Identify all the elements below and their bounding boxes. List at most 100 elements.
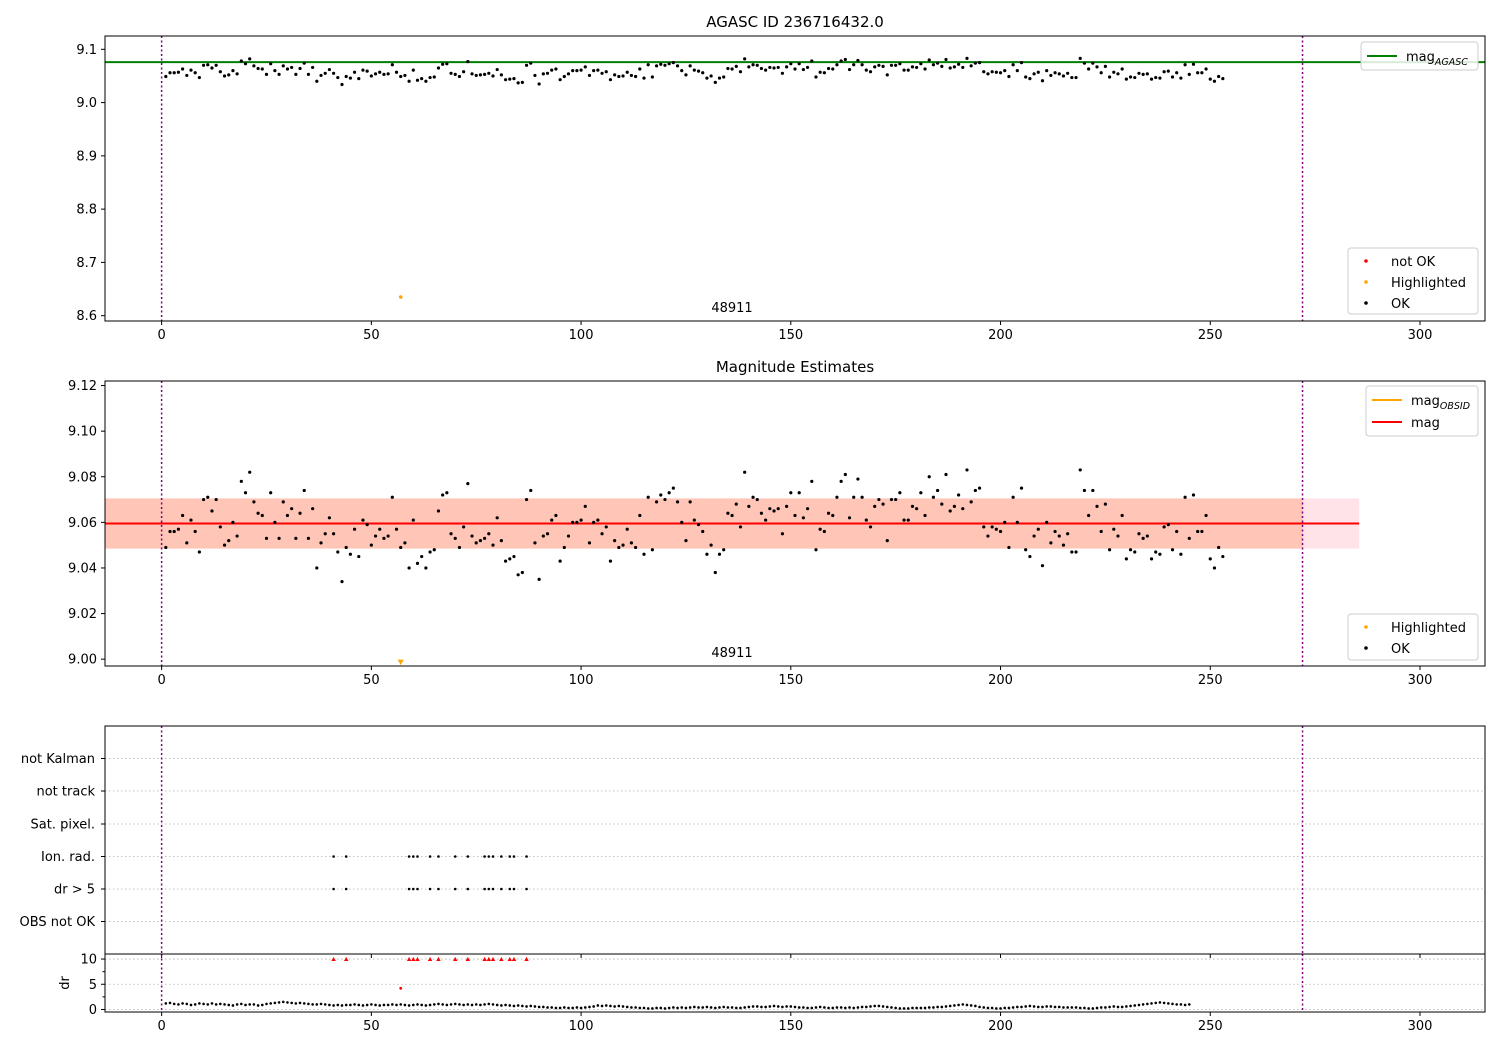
ok-point <box>1217 74 1221 79</box>
ok-point <box>1204 513 1208 518</box>
ok-point <box>608 559 613 563</box>
ok-point <box>768 507 772 511</box>
dr-ok-point <box>458 1003 461 1006</box>
ok-point <box>1061 543 1066 547</box>
ok-point <box>478 539 483 543</box>
dr-ok-point <box>323 1003 327 1006</box>
ok-point <box>285 67 290 71</box>
ok-point <box>596 68 600 72</box>
ok-point <box>432 75 436 79</box>
x-tick-label-300: 300 <box>1408 328 1433 343</box>
dr-ok-point <box>617 1004 621 1008</box>
ok-point <box>470 72 474 76</box>
dr-ok-point <box>684 1006 688 1010</box>
ok-point <box>994 527 998 531</box>
ok-point <box>696 523 701 527</box>
ok-point <box>785 65 789 69</box>
magnitude-line-legend-frame <box>1365 385 1479 437</box>
magnitude-line-legend-label-0: magOBSID <box>1411 394 1470 412</box>
dr-ok-point <box>835 1006 839 1009</box>
agasc-point-legend-marker-1 <box>1364 280 1368 284</box>
ok-point <box>1183 63 1187 67</box>
ok-point <box>868 70 873 74</box>
ok-point <box>483 536 487 540</box>
dr-gt5-flag-point <box>344 887 348 891</box>
ok-point <box>210 509 214 513</box>
dr-ok-point <box>1137 1003 1141 1007</box>
dr-ok-point <box>613 1005 616 1008</box>
ok-point <box>252 64 256 68</box>
ok-point <box>428 550 432 554</box>
dr-ok-point <box>1125 1005 1128 1008</box>
ok-point <box>466 482 470 486</box>
ion-rad-flag-point <box>407 855 411 858</box>
ok-point <box>671 486 675 490</box>
dr-ok-point <box>554 1006 558 1010</box>
dr-ok-point <box>600 1004 604 1008</box>
ok-point <box>705 76 709 80</box>
magnitude-point-legend-frame <box>1347 613 1479 661</box>
y-tick-label-9.1: 9.1 <box>76 43 97 58</box>
ok-point <box>290 507 294 511</box>
ok-point <box>1024 75 1028 79</box>
ok-point <box>667 62 671 66</box>
ok-point <box>1208 557 1212 561</box>
agasc-point-legend-marker-2 <box>1364 301 1368 305</box>
dr-clipped-marker <box>453 956 458 962</box>
ok-point <box>550 518 554 522</box>
y-tick-label-9.04: 9.04 <box>68 561 97 576</box>
dr-ok-point <box>764 1005 767 1009</box>
dr-ok-point <box>818 1005 822 1009</box>
dr-ok-point <box>1133 1004 1137 1007</box>
dr-ok-point <box>533 1005 537 1008</box>
ok-point <box>1074 75 1078 80</box>
ok-point <box>541 534 545 538</box>
dr-ok-point <box>1108 1005 1111 1009</box>
dr-ok-point <box>852 1006 856 1010</box>
ok-point <box>793 67 797 71</box>
ok-point <box>923 67 927 71</box>
ok-point <box>998 529 1003 534</box>
dr-ok-point <box>483 1003 486 1006</box>
x-tick-label-0: 0 <box>157 1019 165 1034</box>
dr-ok-point <box>579 1006 583 1010</box>
ok-point <box>474 541 478 545</box>
ok-point <box>1116 72 1120 76</box>
dr-ok-point <box>328 1003 331 1007</box>
x-tick-label-300: 300 <box>1408 673 1433 688</box>
ok-point <box>1149 557 1154 561</box>
dr-clipped-marker <box>411 956 416 962</box>
dr-ok-point <box>1016 1005 1019 1009</box>
magnitude-point-legend-label-0: Highlighted <box>1391 621 1466 636</box>
agasc-point-legend-label-2: OK <box>1391 297 1410 312</box>
y-tick-label-9.0: 9.0 <box>76 96 97 111</box>
dr-ok-point <box>1032 1005 1036 1008</box>
dr-ok-point <box>202 1002 205 1006</box>
ok-point <box>566 534 571 538</box>
dr-ok-point <box>1175 1003 1179 1006</box>
ok-point <box>185 73 189 78</box>
ok-point <box>965 468 969 472</box>
ok-point <box>411 518 415 522</box>
dr-ok-point <box>969 1004 973 1007</box>
ok-point <box>1154 75 1158 80</box>
dr-gt5-flag-point <box>483 887 486 891</box>
ok-point <box>369 543 373 547</box>
ok-point <box>994 70 998 74</box>
dr-clipped-marker <box>415 956 420 962</box>
ok-point <box>214 63 218 67</box>
ok-point <box>298 511 302 515</box>
ok-point <box>499 539 503 543</box>
ok-point <box>826 66 831 71</box>
ok-point <box>654 64 659 68</box>
dr-ok-point <box>936 1005 939 1009</box>
ok-point <box>910 504 915 508</box>
ok-point <box>394 70 399 74</box>
dr-ok-point <box>281 1000 285 1004</box>
dr-ok-point <box>651 1007 654 1010</box>
ok-point <box>717 76 722 80</box>
dr-ok-point <box>1087 1007 1090 1010</box>
ok-point <box>1116 534 1120 538</box>
dr-ok-point <box>982 1006 986 1009</box>
ok-point <box>264 72 269 76</box>
